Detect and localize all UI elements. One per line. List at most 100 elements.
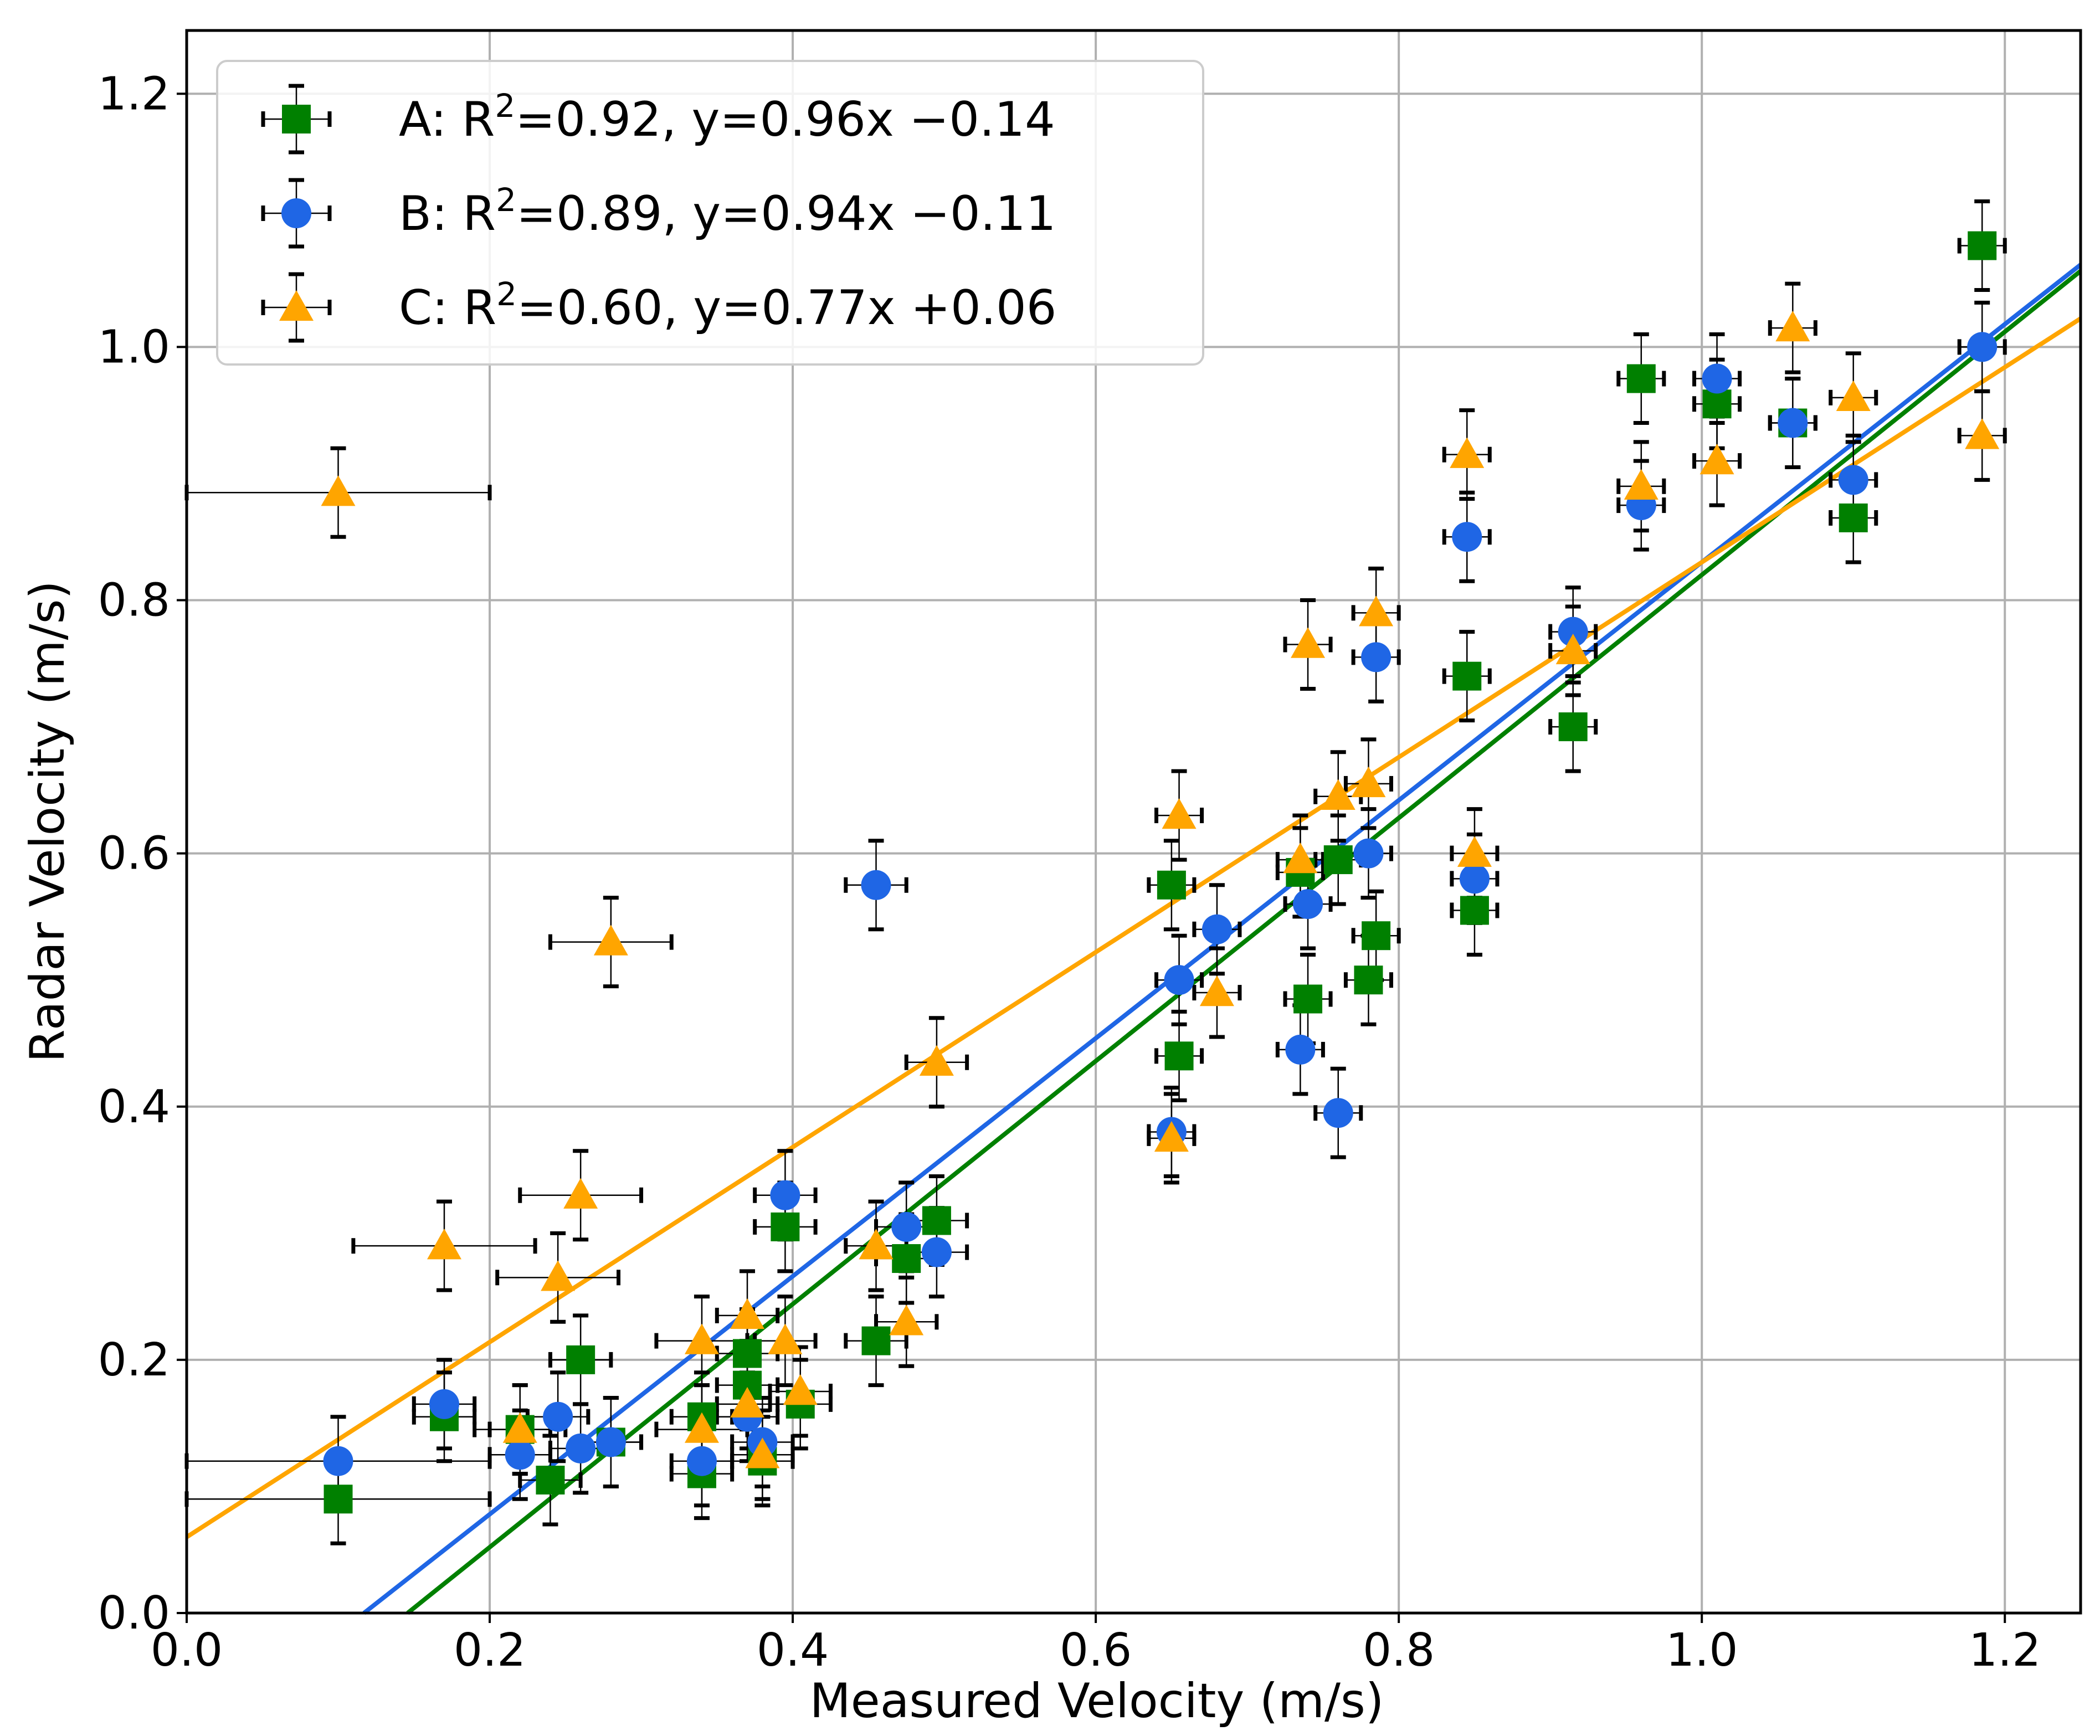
data-point-C — [593, 925, 628, 956]
data-point-C — [768, 1323, 803, 1354]
data-point-C — [1457, 836, 1492, 867]
data-point-B — [543, 1401, 573, 1432]
legend-superscript: 2 — [495, 87, 515, 125]
data-point-C — [1154, 1121, 1189, 1152]
data-point-B — [1558, 617, 1588, 647]
legend-label-B: B: R2=0.89, y=0.94x −0.11 — [399, 181, 1056, 242]
data-point-B — [595, 1427, 626, 1457]
data-point-B — [1293, 889, 1323, 920]
legend-box — [216, 60, 1204, 366]
data-point-B — [566, 1433, 596, 1463]
data-point-B — [1967, 332, 1998, 362]
data-point-A — [1164, 1041, 1194, 1071]
x-axis-title: Measured Velocity (m/s) — [810, 1673, 1384, 1729]
data-point-B — [921, 1237, 952, 1267]
y-tick-label: 0.2 — [98, 1334, 170, 1386]
legend-marker-C — [279, 290, 314, 321]
y-tick-label: 0.4 — [98, 1081, 170, 1133]
data-point-B — [1778, 408, 1808, 438]
y-tick-label: 0.0 — [98, 1587, 170, 1640]
data-point-C — [1359, 595, 1394, 626]
legend-label-prefix: C: R — [399, 280, 496, 336]
data-point-A — [1702, 389, 1732, 419]
data-point-B — [429, 1389, 459, 1419]
data-point-A — [1293, 984, 1323, 1014]
data-point-C — [1555, 633, 1590, 665]
legend-marker-A — [282, 105, 311, 133]
data-point-A — [1968, 231, 1997, 260]
data-markers — [321, 231, 2000, 1514]
y-axis-title: Radar Velocity (m/s) — [20, 581, 75, 1062]
x-tick-label: 0.0 — [151, 1624, 223, 1677]
x-tick-label: 1.2 — [1969, 1624, 2041, 1677]
data-point-A — [1354, 965, 1383, 995]
data-point-A — [892, 1244, 921, 1273]
data-point-C — [1775, 311, 1810, 342]
x-tick-label: 0.6 — [1060, 1624, 1132, 1677]
data-point-B — [1702, 363, 1732, 394]
data-point-C — [684, 1323, 719, 1354]
x-tick-label: 0.2 — [454, 1624, 526, 1677]
legend-marker-B — [281, 198, 311, 228]
data-point-C — [541, 1260, 576, 1291]
data-point-A — [566, 1345, 595, 1374]
data-point-B — [686, 1446, 717, 1476]
data-point-C — [745, 1437, 780, 1468]
plot-area-frame — [185, 29, 2082, 1615]
y-tick-label: 1.2 — [98, 68, 170, 120]
x-tick-label: 1.0 — [1666, 1624, 1738, 1677]
axis-ticks: 0.0 0.2 0.4 0.6 0.8 1.0 1.2 0.0 0.2 0.4 0.6 0.8 1.0 1… — [98, 68, 2041, 1677]
data-point-C — [919, 1045, 954, 1076]
legend-superscript: 2 — [496, 181, 516, 219]
data-point-B — [323, 1446, 353, 1476]
data-point-C — [1699, 444, 1734, 475]
legend: A: R2=0.92, y=0.96x −0.14B: R2=0.89, y=0… — [216, 60, 1204, 366]
data-point-B — [770, 1180, 800, 1210]
legend-label-stats: =0.60, y=0.77x +0.06 — [517, 280, 1056, 336]
legend-label-stats: =0.92, y=0.96x −0.14 — [515, 92, 1055, 147]
data-point-A — [1839, 503, 1868, 532]
data-point-A — [536, 1466, 565, 1495]
data-point-A — [1362, 921, 1391, 951]
legend-label-C: C: R2=0.60, y=0.77x +0.06 — [399, 275, 1056, 336]
x-tick-label: 0.4 — [757, 1624, 829, 1677]
data-point-C — [859, 1229, 894, 1260]
data-point-C — [1624, 469, 1659, 500]
data-point-A — [1558, 712, 1588, 742]
data-point-B — [1361, 642, 1392, 672]
legend-label-prefix: A: R — [399, 92, 495, 147]
data-point-C — [1450, 437, 1485, 468]
data-point-C — [730, 1386, 765, 1418]
data-point-C — [1836, 380, 1871, 412]
data-point-B — [1323, 1098, 1353, 1128]
data-point-B — [1164, 965, 1194, 995]
data-point-C — [427, 1229, 461, 1260]
data-point-C — [1291, 627, 1326, 658]
data-point-C — [1199, 975, 1234, 1006]
data-point-B — [891, 1211, 922, 1242]
data-point-B — [505, 1440, 535, 1470]
data-point-A — [1157, 870, 1186, 900]
data-point-C — [1321, 779, 1355, 810]
data-point-A — [771, 1212, 800, 1241]
data-point-A — [733, 1339, 762, 1368]
data-point-A — [1452, 661, 1482, 691]
data-point-A — [922, 1206, 951, 1235]
y-tick-label: 0.6 — [98, 828, 170, 880]
data-point-C — [730, 1298, 765, 1329]
data-point-C — [502, 1412, 537, 1443]
data-point-B — [1202, 914, 1232, 944]
data-point-C — [783, 1374, 818, 1405]
y-tick-label: 1.0 — [98, 321, 170, 373]
legend-label-A: A: R2=0.92, y=0.96x −0.14 — [399, 87, 1055, 147]
fit-line-A — [406, 269, 2082, 1615]
data-point-C — [684, 1412, 719, 1443]
data-point-B — [1452, 522, 1482, 552]
data-point-C — [889, 1304, 924, 1336]
data-point-A — [324, 1485, 353, 1514]
data-point-C — [1162, 798, 1197, 829]
data-point-B — [1353, 838, 1384, 869]
data-point-B — [1459, 864, 1490, 894]
legend-label-prefix: B: R — [399, 186, 496, 242]
